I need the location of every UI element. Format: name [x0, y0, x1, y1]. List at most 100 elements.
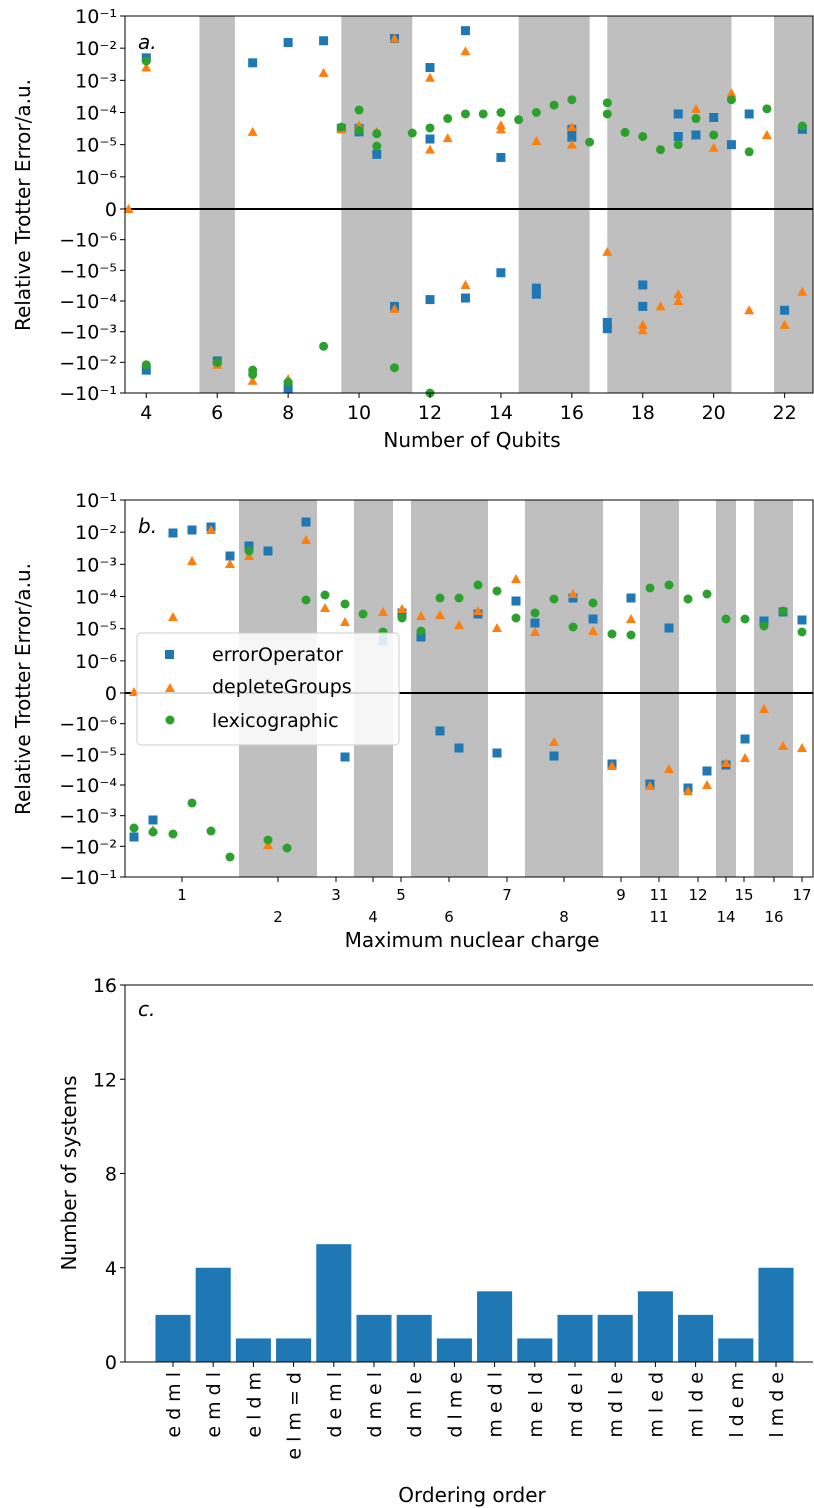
panel-a-point-errorOperator	[425, 63, 435, 73]
panel-a-point-depleteGroups	[460, 46, 471, 56]
panel-a-y-tick-label: 10⁻⁴	[75, 103, 117, 125]
panel-a-shade-1	[341, 16, 413, 393]
panel-a-point-errorOperator	[638, 280, 648, 290]
panel-b-point-lexicographic	[626, 630, 636, 640]
panel-a-point-errorOperator	[425, 134, 435, 144]
panel-a-point-lexicographic	[478, 109, 488, 119]
panel-a-point-depleteGroups	[123, 204, 134, 213]
panel-b-point-lexicographic	[797, 627, 807, 637]
panel-b-point-errorOperator	[129, 832, 139, 842]
panel-b-point-depleteGroups	[397, 604, 407, 613]
panel-a-point-lexicographic	[602, 98, 612, 108]
panel-a-point-errorOperator	[319, 36, 329, 46]
panel-a-point-lexicographic	[691, 114, 701, 124]
panel-b-point-lexicographic	[397, 613, 407, 623]
panel-b-point-lexicographic	[416, 626, 426, 636]
panel-c-y-tick-label: 8	[105, 1164, 117, 1186]
panel-a-point-lexicographic	[531, 108, 541, 117]
panel-a-point-errorOperator	[567, 132, 577, 142]
panel-a-point-depleteGroups	[442, 133, 453, 143]
panel-a-point-depleteGroups	[779, 319, 790, 329]
panel-a-point-errorOperator	[283, 383, 293, 393]
panel-b-point-depleteGroups	[511, 574, 521, 583]
panel-b-y-tick-label: −10⁻³	[59, 806, 117, 828]
panel-b-point-depleteGroups	[340, 617, 350, 626]
panel-c-bar	[235, 1338, 271, 1362]
panel-a-x-tick-label: 20	[702, 402, 726, 424]
panel-a-x-tick-label: 10	[347, 402, 371, 424]
panel-a-y-tick-label: 10⁻³	[75, 70, 117, 92]
panel-c-bar	[155, 1314, 191, 1362]
panel-a-point-depleteGroups	[424, 72, 435, 82]
panel-a-point-depleteGroups	[389, 303, 400, 313]
panel-b-y-ticks: 10⁻¹ 10⁻² 10⁻³ 10⁻⁴ 10⁻⁵ 10⁻⁶ 0 −10⁻⁶ −10⁻⁵ −10⁻⁴…	[59, 490, 125, 889]
panel-a-x-tick-label: 14	[489, 402, 513, 424]
panel-a-point-depleteGroups	[744, 305, 755, 315]
panel-a-point-errorOperator	[673, 131, 683, 141]
panel-a-point-lexicographic	[744, 147, 754, 157]
panel-a-point-errorOperator	[673, 109, 683, 119]
panel-c-y-axis-label: Number of systems	[57, 1075, 81, 1270]
panel-c-x-tick-label: e d m l	[163, 1372, 185, 1438]
panel-a-y-axis-label: Relative Trotter Error/a.u.	[11, 79, 35, 331]
panel-a-y-ticks: 10⁻¹ 10⁻² 10⁻³ 10⁻⁴ 10⁻⁵ 10⁻⁶ 0 −10⁻⁶ −10⁻⁵ −10⁻⁴…	[59, 6, 125, 405]
panel-b-y-tick-label: −10⁻¹	[59, 867, 117, 889]
panel-a-frame	[124, 15, 814, 394]
panel-a-point-depleteGroups	[495, 120, 506, 130]
panel-c-bar	[517, 1338, 553, 1362]
panel-a-point-lexicographic	[407, 128, 417, 138]
panel-b-point-depleteGroups	[416, 611, 426, 620]
panel-b-point-errorOperator	[492, 748, 502, 758]
panel-c-x-tick-label: m e l d	[525, 1372, 547, 1438]
panel-a-point-lexicographic	[212, 357, 222, 367]
panel-b-y-tick-label: 10⁻²	[75, 522, 117, 544]
panel-b-point-lexicographic	[759, 621, 769, 631]
panel-a-y-tick-label: 10⁻⁵	[75, 135, 117, 157]
panel-a-point-depleteGroups	[566, 139, 577, 149]
panel-b-point-depleteGroups	[721, 758, 731, 767]
panel-b-x-tick-label: 17	[792, 886, 811, 904]
panel-a-point-depleteGroups	[726, 88, 737, 98]
panel-b-point-errorOperator	[759, 616, 769, 626]
panel-a-point-depleteGroups	[247, 375, 258, 385]
panel-b-y-tick-label: 10⁻¹	[75, 490, 117, 512]
panel-b-point-errorOperator	[168, 528, 178, 538]
panel-c-bar	[436, 1338, 472, 1362]
panel-b-point-errorOperator	[740, 734, 750, 744]
panel-c-x-tick-label: m e d l	[485, 1372, 507, 1438]
panel-b-point-lexicographic	[721, 614, 731, 624]
panel-a-shade-2	[518, 16, 590, 393]
panel-a-x-ticks: 4 6 8 10 12 14 16 18 20 22	[140, 393, 797, 424]
panel-a-point-lexicographic	[709, 130, 719, 140]
panel-a-point-errorOperator	[744, 109, 754, 119]
panel-b-x-tick-label: 6	[444, 908, 454, 926]
panel-a-point-errorOperator	[602, 317, 612, 327]
panel-a-point-lexicographic	[248, 365, 258, 375]
panel-a-y-tick-label: 10⁻⁶	[75, 167, 117, 189]
panel-b-y-tick-label: 10⁻³	[75, 554, 117, 576]
panel-b-x-tick-label: 4	[368, 908, 378, 926]
panel-c-bar	[396, 1314, 432, 1362]
panel-a-point-depleteGroups	[424, 144, 435, 154]
panel-b-point-lexicographic	[568, 622, 578, 632]
panel-a-y-tick-label: −10⁻¹	[59, 383, 117, 405]
panel-a-point-lexicographic	[141, 360, 151, 370]
panel-a-point-lexicographic	[372, 129, 382, 139]
panel-a-point-lexicographic	[620, 127, 630, 137]
panel-c-bar	[597, 1314, 633, 1362]
panel-a-point-lexicographic	[460, 109, 470, 119]
panel-a-point-lexicographic	[496, 108, 506, 117]
panel-b-point-errorOperator	[626, 593, 636, 603]
panel-b-x-tick-label: 5	[396, 886, 406, 904]
panel-a-point-errorOperator	[531, 283, 541, 293]
panel-b-point-depleteGroups	[454, 620, 464, 629]
legend-label-errorOperator: errorOperator	[212, 644, 343, 666]
panel-a-point-errorOperator	[248, 58, 258, 68]
panel-b-point-errorOperator	[530, 618, 540, 628]
panel-a-point-errorOperator	[709, 112, 719, 122]
panel-a-point-errorOperator	[141, 365, 151, 375]
panel-a-point-errorOperator	[691, 130, 701, 140]
panel-c-y-ticks: 0 4 8 12 16	[93, 975, 125, 1374]
panel-b-y-tick-label: −10⁻⁴	[59, 775, 117, 797]
